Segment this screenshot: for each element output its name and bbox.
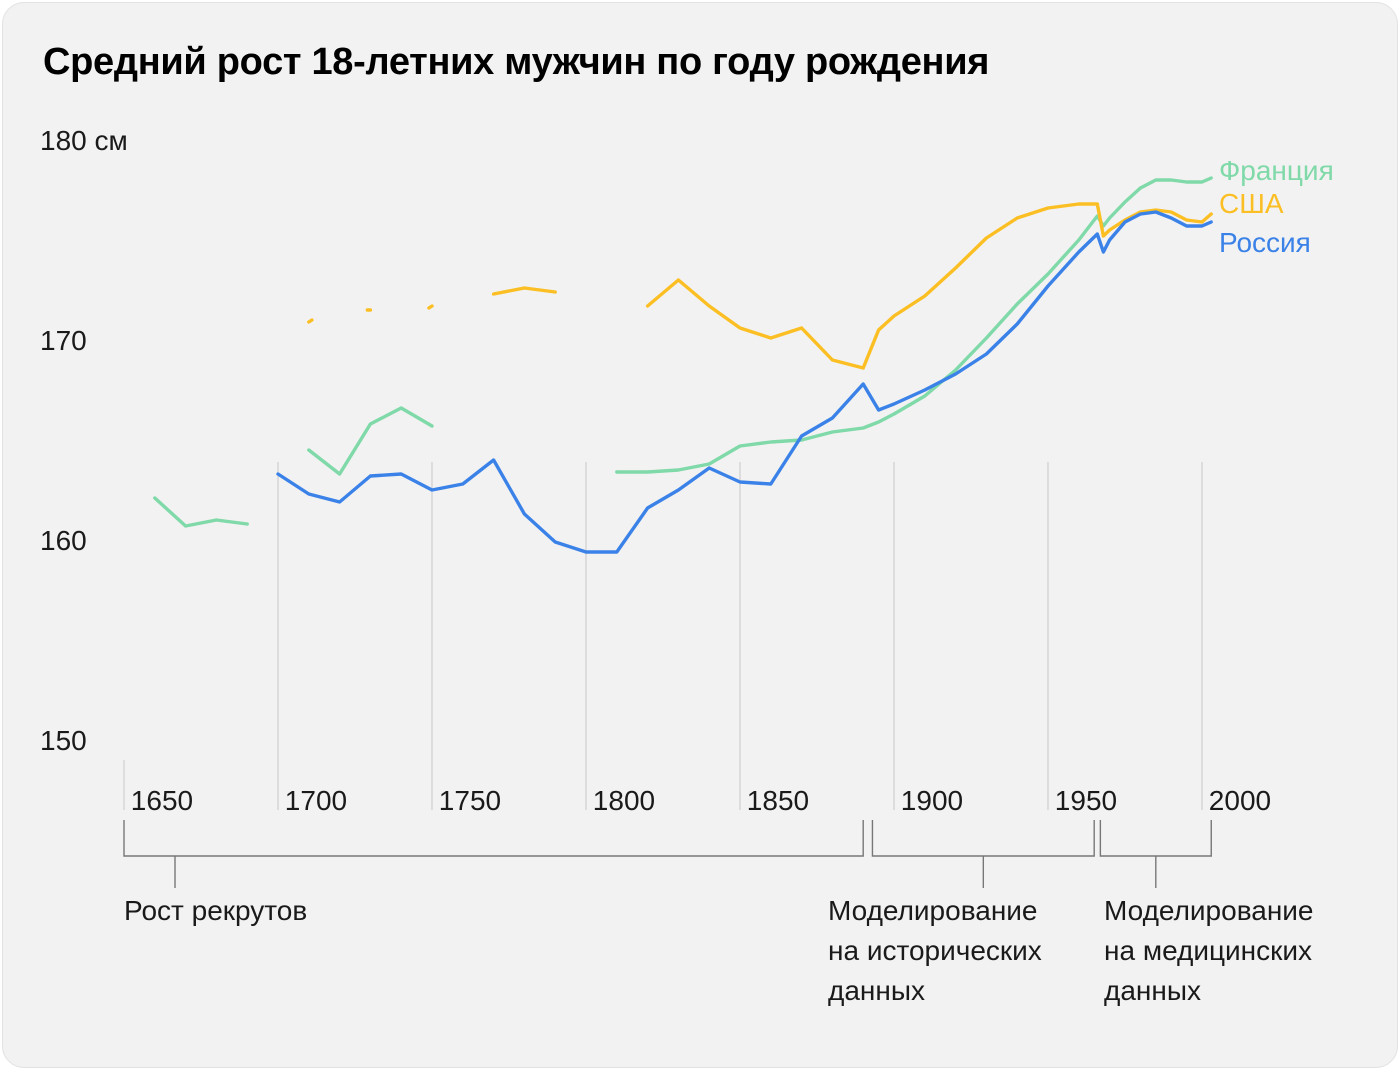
x-tick-label: 1800 <box>593 785 655 816</box>
period-label: данных <box>828 975 925 1006</box>
y-axis-ticks: 180 см 170 160 150 <box>40 125 128 756</box>
series-line-1 <box>153 496 249 528</box>
period-brackets: Рост рекрутов Моделирование на исторически… <box>123 820 1314 1006</box>
period-bracket <box>1099 820 1212 857</box>
x-tick-label: 1750 <box>439 785 501 816</box>
series-line-3 <box>276 210 1213 554</box>
x-tick-label: 1950 <box>1055 785 1117 816</box>
x-tick-label: 1900 <box>901 785 963 816</box>
series-line-2 <box>491 286 557 296</box>
period-bracket <box>871 820 1095 857</box>
gridlines <box>123 462 1203 810</box>
series-line-2 <box>307 318 314 324</box>
y-tick-label: 160 <box>40 525 87 556</box>
legend-item: Россия <box>1219 227 1311 258</box>
series-lines <box>153 176 1213 554</box>
legend-item: Франция <box>1219 155 1334 186</box>
period-label: данных <box>1104 975 1201 1006</box>
series-line-1 <box>615 176 1213 474</box>
series-line-2 <box>427 304 434 310</box>
period-bracket <box>123 820 864 857</box>
period-label: Рост рекрутов <box>124 895 307 926</box>
legend-item: США <box>1219 188 1284 219</box>
chart-title: Средний рост 18-летних мужчин по году ро… <box>43 41 990 83</box>
y-tick-label: 170 <box>40 325 87 356</box>
series-line-1 <box>307 406 434 476</box>
x-tick-label: 1850 <box>747 785 809 816</box>
x-tick-label: 1650 <box>131 785 193 816</box>
x-tick-label: 1700 <box>285 785 347 816</box>
series-line-2 <box>645 202 1213 370</box>
y-tick-label: 150 <box>40 725 87 756</box>
period-label: на медицинских <box>1104 935 1312 966</box>
period-label: Моделирование <box>828 895 1038 926</box>
y-tick-label: 180 см <box>40 125 128 156</box>
x-tick-label: 2000 <box>1209 785 1271 816</box>
period-label: на исторических <box>828 935 1042 966</box>
x-axis-ticks: 1650 1700 1750 1800 1850 1900 1950 2000 <box>131 785 1271 816</box>
period-label: Моделирование <box>1104 895 1314 926</box>
